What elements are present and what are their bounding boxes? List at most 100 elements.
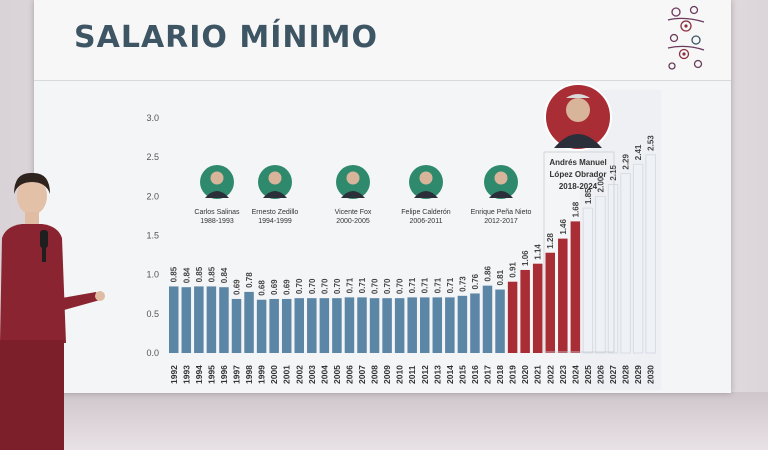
x-tick-label: 2027 bbox=[608, 365, 618, 384]
portrait-face bbox=[210, 171, 224, 185]
bar-2023 bbox=[558, 238, 568, 353]
bar-value-label: 0.70 bbox=[371, 278, 380, 294]
presentation-screen: SALARIO MÍNIMO 0.0 0.5 1.0 1.5 2.0 2.5 3.0 0.85… bbox=[34, 0, 731, 393]
bar-value-label: 0.81 bbox=[496, 269, 505, 285]
x-tick-label: 2008 bbox=[370, 365, 380, 384]
bar-2000 bbox=[269, 298, 279, 353]
x-tick-label: 2016 bbox=[470, 365, 480, 384]
bar-2003 bbox=[307, 298, 317, 353]
bar-2012 bbox=[420, 297, 430, 353]
bar-2011 bbox=[407, 297, 417, 353]
y-tick-label: 2.0 bbox=[146, 191, 159, 201]
bar-value-label: 0.70 bbox=[295, 278, 304, 294]
portrait-suit bbox=[263, 191, 287, 198]
x-tick-label: 2000 bbox=[269, 365, 279, 384]
x-tick-label: 1992 bbox=[169, 365, 179, 384]
bar-value-label: 0.73 bbox=[458, 276, 467, 292]
featured-name-line2: López Obrador bbox=[550, 170, 607, 179]
bar-2017 bbox=[482, 285, 493, 353]
bar-2001 bbox=[281, 298, 292, 353]
bar-2015 bbox=[457, 295, 468, 353]
y-tick-label: 0.5 bbox=[146, 309, 159, 319]
x-tick-label: 1996 bbox=[219, 365, 229, 384]
presenter bbox=[0, 172, 105, 450]
x-tick-label: 2021 bbox=[533, 365, 543, 384]
bar-value-label: 0.71 bbox=[433, 277, 442, 293]
bar-2024 bbox=[570, 221, 581, 353]
bar-2027 bbox=[607, 184, 619, 354]
bar-2016 bbox=[470, 293, 480, 353]
bar-1999 bbox=[256, 299, 267, 353]
bar-value-label: 0.70 bbox=[333, 278, 342, 294]
bar-value-label: 0.85 bbox=[170, 266, 179, 282]
bar-1992 bbox=[169, 286, 179, 353]
bar-value-label: 0.86 bbox=[484, 266, 493, 282]
bar-value-label: 0.84 bbox=[182, 267, 191, 283]
bar-value-label: 1.06 bbox=[521, 250, 530, 266]
portrait-suit bbox=[341, 191, 365, 198]
x-tick-label: 2009 bbox=[382, 365, 392, 384]
bar-2010 bbox=[394, 298, 405, 353]
x-tick-label: 2022 bbox=[545, 365, 555, 384]
x-tick-label: 2015 bbox=[457, 365, 467, 384]
president-name: Felipe Calderón bbox=[401, 209, 451, 216]
bar-value-label: 0.70 bbox=[396, 278, 405, 294]
bar-2004 bbox=[319, 298, 330, 353]
bar-2025 bbox=[582, 207, 594, 354]
bar-value-label: 1.14 bbox=[534, 244, 543, 260]
x-tick-label: 2026 bbox=[595, 365, 605, 384]
portrait-suit bbox=[414, 191, 438, 198]
bar-value-label: 1.28 bbox=[546, 233, 555, 249]
featured-suit bbox=[554, 134, 602, 148]
x-tick-label: 2017 bbox=[483, 365, 493, 384]
x-tick-label: 2007 bbox=[357, 365, 367, 384]
bar-2028 bbox=[620, 173, 631, 354]
x-tick-label: 2002 bbox=[294, 365, 304, 384]
bar-value-label: 0.71 bbox=[421, 277, 430, 293]
bar-2007 bbox=[357, 297, 367, 353]
bar-value-label: 2.00 bbox=[596, 176, 605, 192]
bar-1997 bbox=[231, 298, 242, 353]
president-name: Enrique Peña Nieto bbox=[471, 209, 532, 216]
featured-bracket bbox=[543, 151, 615, 353]
bar-2005 bbox=[332, 298, 342, 353]
x-tick-label: 2005 bbox=[332, 365, 342, 384]
floral-ornament-icon bbox=[667, 5, 705, 70]
bar-2018 bbox=[495, 289, 505, 353]
president-name: Carlos Salinas bbox=[194, 209, 240, 216]
portrait-face bbox=[346, 171, 360, 185]
x-tick-label: 2019 bbox=[508, 365, 518, 384]
portrait-face bbox=[268, 171, 282, 185]
bar-2013 bbox=[432, 297, 443, 353]
bar-value-label: 2.53 bbox=[647, 135, 656, 151]
x-tick-label: 1994 bbox=[194, 365, 204, 384]
x-tick-label: 1995 bbox=[206, 365, 216, 384]
stage-floor bbox=[0, 392, 768, 450]
x-tick-label: 2025 bbox=[583, 365, 593, 384]
bar-2014 bbox=[445, 297, 455, 353]
bar-value-label: 0.70 bbox=[320, 278, 329, 294]
y-tick-label: 1.5 bbox=[146, 231, 159, 241]
x-tick-label: 2029 bbox=[633, 365, 643, 384]
bar-value-label: 0.85 bbox=[195, 266, 204, 282]
x-tick-label: 1998 bbox=[244, 365, 254, 384]
y-tick-label: 2.5 bbox=[146, 152, 159, 162]
bar-value-label: 0.71 bbox=[408, 277, 417, 293]
president-term: 2006-2011 bbox=[410, 218, 443, 225]
x-tick-label: 2028 bbox=[621, 365, 631, 384]
bar-1993 bbox=[181, 287, 192, 353]
bar-value-label: 0.71 bbox=[446, 277, 455, 293]
bar-2022 bbox=[545, 252, 555, 353]
president-term: 2000-2005 bbox=[336, 218, 370, 225]
featured-face bbox=[566, 98, 590, 122]
president-term: 1988-1993 bbox=[200, 218, 234, 225]
y-tick-label: 1.0 bbox=[146, 270, 159, 280]
bar-2008 bbox=[369, 298, 380, 353]
bar-2029 bbox=[632, 163, 644, 354]
x-tick-label: 2024 bbox=[570, 365, 580, 384]
bar-1996 bbox=[219, 287, 229, 353]
bar-value-label: 0.78 bbox=[245, 272, 254, 288]
x-tick-label: 1993 bbox=[181, 365, 191, 384]
x-tick-label: 2010 bbox=[395, 365, 405, 384]
x-tick-label: 2011 bbox=[407, 365, 417, 384]
